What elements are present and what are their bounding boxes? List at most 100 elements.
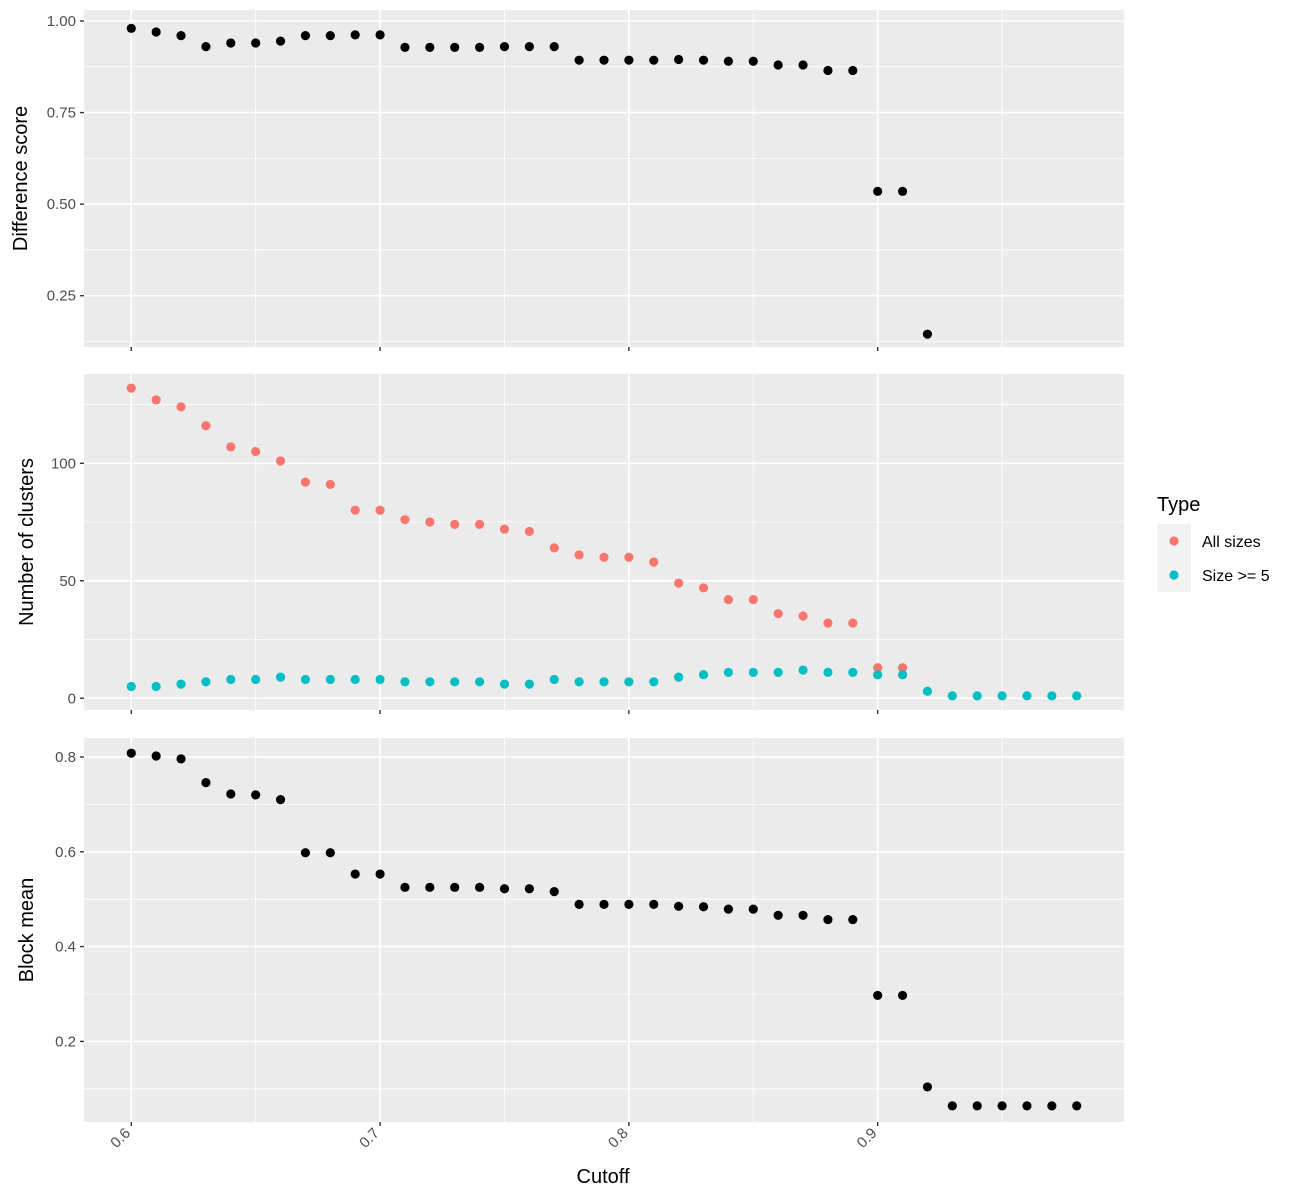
data-point [300, 477, 311, 487]
data-point [474, 882, 485, 892]
data-point [698, 670, 709, 680]
data-point [176, 754, 186, 764]
data-point [151, 27, 161, 37]
data-point [574, 677, 584, 687]
data-point [499, 884, 510, 894]
data-point [674, 672, 684, 682]
data-point [723, 904, 734, 914]
data-point [425, 517, 435, 527]
data-point [922, 1082, 933, 1092]
data-point [176, 402, 186, 412]
data-point [599, 55, 609, 65]
data-point [425, 42, 435, 52]
data-point [450, 519, 460, 529]
data-point [574, 55, 584, 65]
data-point [375, 869, 385, 879]
y-tick-label: 0.50 [47, 196, 76, 213]
data-point [1072, 691, 1082, 701]
data-point [674, 901, 684, 911]
data-point [748, 904, 758, 914]
legend-label-all-sizes: All sizes [1202, 534, 1261, 551]
y-tick-label: 0.8 [55, 749, 76, 766]
data-point [723, 594, 734, 605]
data-point [599, 899, 609, 910]
data-point [873, 990, 883, 1001]
data-point [251, 674, 261, 685]
data-point [773, 667, 783, 678]
data-point [723, 667, 734, 678]
data-point [897, 663, 908, 673]
data-point [823, 65, 833, 76]
x-tick-label: 0.7 [356, 1125, 383, 1152]
data-point [176, 31, 186, 41]
data-point [748, 56, 758, 66]
data-point [151, 681, 161, 692]
data-point [748, 667, 758, 678]
data-point [823, 914, 833, 925]
data-point [350, 869, 360, 879]
data-point [848, 667, 858, 678]
data-point [226, 789, 236, 799]
legend-title: Type [1157, 494, 1200, 516]
data-point [275, 36, 286, 46]
data-point [773, 609, 783, 619]
data-point [375, 30, 385, 40]
data-point [176, 679, 186, 689]
data-point [474, 519, 485, 529]
y-axis-title-difference-score: Difference score [10, 106, 32, 251]
data-point [350, 30, 360, 40]
data-point [275, 795, 286, 805]
data-point [947, 691, 957, 701]
data-point [549, 674, 559, 685]
y-tick-label: 0.6 [55, 844, 76, 861]
data-point [450, 882, 460, 892]
legend-swatch-all-sizes [1169, 536, 1179, 546]
data-point [624, 55, 634, 65]
data-point [649, 899, 659, 910]
data-point [226, 38, 236, 48]
y-tick-label: 50 [59, 573, 76, 590]
data-point [897, 670, 908, 680]
data-point [201, 42, 211, 52]
data-point [848, 618, 858, 628]
data-point [400, 677, 410, 687]
data-point [798, 665, 808, 675]
data-point [325, 848, 335, 858]
data-point [698, 55, 709, 65]
panel-block-mean: 0.2 0.4 0.6 0.8 0.6 0.7 0.8 0.9 Block mean [16, 738, 1124, 1152]
data-point [226, 442, 236, 452]
x-tick-label: 0.9 [854, 1125, 881, 1152]
data-point [649, 677, 659, 687]
data-point [251, 38, 261, 48]
data-point [375, 505, 385, 515]
data-point [848, 914, 858, 925]
y-tick-label: 0.75 [47, 105, 76, 122]
data-point [897, 990, 908, 1001]
data-point [624, 677, 634, 687]
data-point [1047, 1101, 1057, 1111]
data-point [375, 674, 385, 685]
series-difference-score-0 [126, 23, 933, 339]
data-point [400, 42, 410, 52]
x-tick-label: 0.6 [107, 1125, 134, 1152]
y-tick-label: 0.4 [55, 939, 76, 956]
data-point [201, 677, 211, 687]
data-point [599, 552, 609, 562]
data-point [922, 329, 933, 339]
data-point [798, 910, 808, 920]
data-point [201, 777, 211, 788]
data-point [325, 31, 335, 41]
data-point [499, 524, 510, 534]
data-point [798, 611, 808, 621]
data-point [474, 677, 485, 687]
y-tick-label: 0.25 [47, 288, 76, 305]
data-point [151, 395, 161, 405]
y-axis-title-number-of-clusters: Number of clusters [16, 458, 38, 626]
data-point [574, 550, 584, 560]
data-point [997, 1101, 1007, 1111]
panel-background [84, 10, 1124, 347]
data-point [300, 848, 311, 858]
data-point [126, 383, 136, 393]
data-point [873, 670, 883, 680]
data-point [972, 1101, 982, 1111]
